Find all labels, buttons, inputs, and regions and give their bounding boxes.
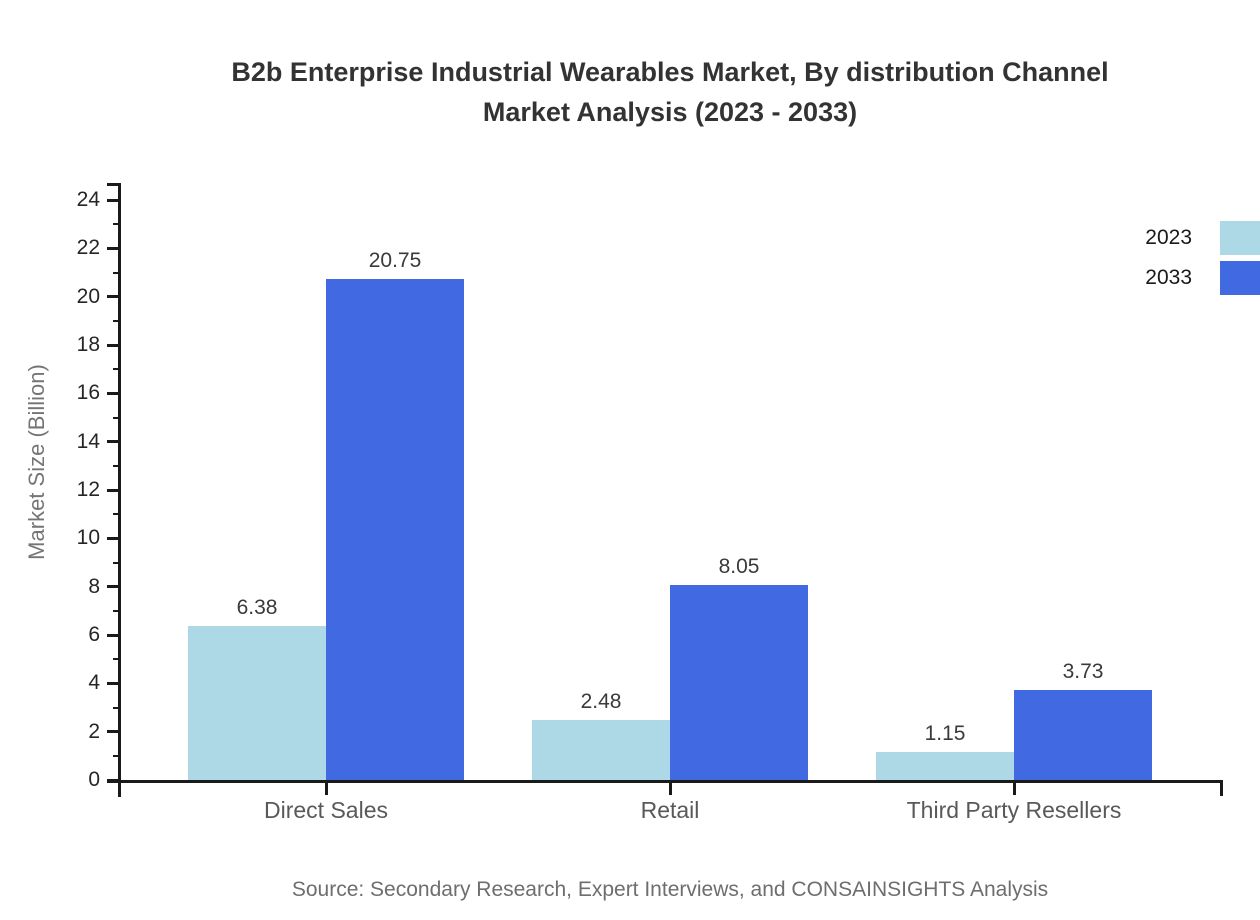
chart-title-line2: Market Analysis (2023 - 2033) [482, 97, 858, 127]
bar-2023-retail [532, 720, 670, 780]
y-tick-label: 22 [76, 236, 100, 260]
bar-2033-third-party-resellers [1014, 689, 1152, 780]
chart-title: B2b Enterprise Industrial Wearables Mark… [80, 52, 1260, 132]
x-axis-line [107, 780, 1223, 783]
x-category-label: Direct Sales [264, 797, 388, 823]
y-major-tick [107, 536, 120, 540]
legend-swatch-2033 [1220, 261, 1260, 295]
legend-item-2023: 2023 [1145, 221, 1260, 255]
y-minor-tick [113, 658, 120, 661]
y-tick-label: 2 [88, 719, 100, 743]
y-minor-tick [113, 368, 120, 371]
bar-value-label: 1.15 [924, 722, 966, 746]
y-major-tick [107, 633, 120, 637]
bar-2033-direct-sales [326, 278, 464, 780]
bar-2023-third-party-resellers [876, 752, 1014, 780]
x-tick [324, 780, 328, 795]
y-major-tick [107, 488, 120, 492]
y-major-tick [107, 198, 120, 202]
y-major-tick [107, 585, 120, 589]
y-minor-tick [113, 223, 120, 226]
bar-value-label: 6.38 [236, 595, 278, 619]
x-category-label: Third Party Resellers [906, 797, 1122, 823]
y-tick-label: 16 [76, 381, 100, 405]
y-major-tick [107, 295, 120, 299]
plot-area: 0 2 4 6 8 10 12 14 16 18 20 22 24 Direct Sales 6.38 20.… [77, 183, 1223, 823]
y-tick-label: 10 [76, 526, 100, 550]
bar-value-label: 20.75 [368, 248, 422, 272]
legend-label-2023: 2023 [1145, 226, 1192, 249]
y-minor-tick [113, 754, 120, 757]
legend-swatch-2023 [1220, 221, 1260, 255]
y-major-tick [107, 391, 120, 395]
bar-value-label: 2.48 [580, 690, 622, 714]
y-minor-tick [113, 271, 120, 274]
bar-value-label: 8.05 [718, 555, 760, 579]
y-axis-title: Market Size (Billion) [24, 364, 49, 560]
y-tick-label: 20 [76, 284, 100, 308]
y-major-tick [107, 440, 120, 444]
y-tick-label: 14 [76, 429, 100, 453]
y-major-tick [107, 246, 120, 250]
chart-title-line1: B2b Enterprise Industrial Wearables Mark… [231, 57, 1109, 87]
bar-2033-retail [670, 585, 808, 780]
y-axis-end-cap [107, 183, 120, 186]
y-tick-label: 24 [76, 188, 100, 211]
y-tick-label: 12 [76, 478, 100, 501]
y-tick-label: 6 [88, 623, 100, 646]
y-minor-tick [113, 561, 120, 564]
y-major-tick [107, 343, 120, 347]
legend: 2023 2033 [1145, 221, 1260, 301]
y-minor-tick [113, 464, 120, 467]
x-axis-end-cap [1220, 780, 1223, 796]
y-tick-label: 8 [88, 574, 100, 598]
y-minor-tick [113, 416, 120, 419]
y-minor-tick [113, 319, 120, 322]
y-major-tick [107, 778, 120, 782]
source-note: Source: Secondary Research, Expert Inter… [291, 878, 1049, 901]
y-major-tick [107, 730, 120, 734]
y-minor-tick [113, 513, 120, 516]
x-tick [668, 780, 672, 795]
legend-label-2033: 2033 [1145, 266, 1192, 289]
x-tick [1012, 780, 1016, 795]
y-minor-tick [113, 609, 120, 612]
y-tick-label: 0 [88, 768, 100, 791]
x-category-label: Retail [640, 797, 700, 823]
bar-value-label: 3.73 [1062, 659, 1104, 683]
y-tick-label: 4 [88, 671, 100, 695]
y-tick-label: 18 [76, 333, 100, 356]
legend-item-2033: 2033 [1145, 261, 1260, 295]
y-major-tick [107, 681, 120, 685]
y-minor-tick [113, 706, 120, 709]
bar-2023-direct-sales [188, 625, 326, 780]
